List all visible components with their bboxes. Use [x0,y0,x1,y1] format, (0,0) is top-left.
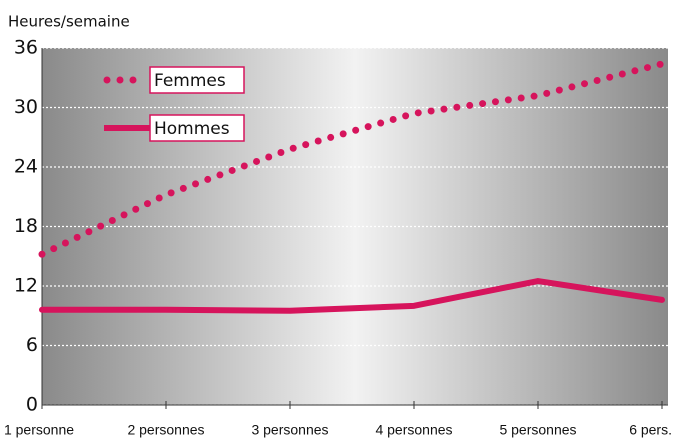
legend-label: Femmes [154,71,226,91]
line-series [39,278,665,314]
legend-box [149,66,245,94]
x-tick-label: 2 personnes [127,422,204,438]
y-tick-label: 12 [14,275,38,297]
x-tick-label: 3 personnes [251,422,328,438]
x-tick-label: 5 personnes [499,422,576,438]
line-series [38,60,666,258]
y-tick-label: 6 [26,334,38,356]
y-axis-label: Heures/semaine [8,13,130,31]
x-tick-label: 4 personnes [375,422,452,438]
legend-box [149,114,245,142]
x-tick-label: 1 personne [4,422,74,438]
y-tick-label: 30 [14,96,38,118]
y-tick-label: 36 [14,37,38,59]
y-tick-label: 0 [26,394,38,416]
legend-label: Hommes [154,119,230,139]
x-tick-label: 6 pers. [629,422,672,438]
y-tick-label: 24 [14,156,38,178]
y-tick-label: 18 [14,215,38,237]
